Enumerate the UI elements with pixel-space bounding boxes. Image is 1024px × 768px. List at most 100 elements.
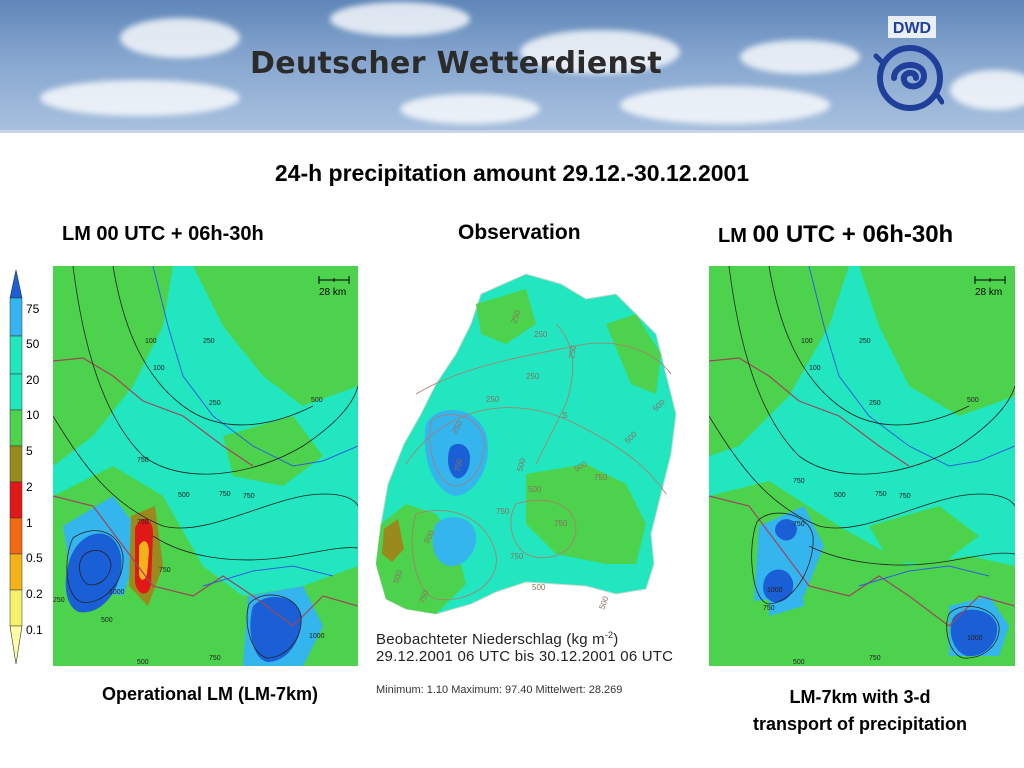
obs-contour-label: 750: [417, 589, 430, 605]
contour-label: 100: [145, 338, 157, 345]
obs-contour-label: 750: [453, 457, 464, 472]
legend-bottom-arrow: [9, 625, 23, 665]
obs-contour-label: 250: [509, 309, 522, 325]
contour-line: [79, 550, 112, 586]
river: [808, 266, 1015, 587]
contour-label: 500: [178, 492, 190, 499]
scale-bar-label: 28 km: [319, 287, 346, 298]
obs-contour-label: 500: [528, 485, 542, 494]
obs-contour: [411, 510, 497, 601]
green-area: [859, 266, 1015, 416]
contour-line: [946, 606, 1000, 659]
contour-label: 750: [793, 521, 805, 528]
blue-area: [65, 533, 122, 613]
legend-swatch-0-2: [9, 589, 23, 627]
legend-label-5: 5: [26, 444, 33, 458]
legend-swatch-5: [9, 445, 23, 483]
brown-area: [382, 519, 404, 562]
obs-contour-label: 500: [597, 595, 610, 611]
country-border: [53, 357, 358, 627]
contour-label: 250: [53, 597, 65, 604]
contour-label: 250: [209, 400, 221, 407]
obs-contour: [535, 323, 573, 465]
contour-line: [751, 512, 814, 605]
obs-contour-label: 500: [391, 569, 404, 585]
contour-label: 250: [869, 400, 881, 407]
obs-contour-label: S: [562, 411, 567, 420]
contour-line: [728, 266, 1015, 475]
contour-label: 750: [137, 519, 149, 526]
contour-label: 750: [243, 493, 255, 500]
obs-contour: [429, 414, 485, 487]
green-area: [53, 266, 173, 466]
obs-contour-label: 750: [510, 552, 524, 561]
blue-area: [250, 596, 302, 662]
blue-area: [950, 609, 998, 657]
green-area: [709, 266, 849, 456]
legend-swatch-0-5: [9, 553, 23, 591]
right-forecast-map: 28 km 100 100 250 250 500 750 500 750 75…: [709, 266, 1015, 666]
obs-contour-label: 750: [496, 507, 510, 516]
contour-line: [709, 415, 1015, 529]
contour-label: 750: [763, 605, 775, 612]
obs-contour-label: 250: [534, 330, 548, 339]
obs-contour-label: 500: [532, 583, 546, 592]
contour-line: [112, 266, 314, 426]
contour-label: 250: [203, 338, 215, 345]
obs-contour-label: 500: [515, 457, 527, 473]
precipitation-legend: [9, 269, 23, 665]
river: [152, 266, 358, 587]
contour-line: [808, 545, 1015, 566]
legend-top-arrow: [9, 269, 23, 299]
left-panel-title: LM 00 UTC + 06h-30h: [62, 223, 264, 245]
contour-label: 750: [875, 491, 887, 498]
contour-label: 250: [859, 338, 871, 345]
obs-contour: [510, 499, 577, 559]
observation-panel-title: Observation: [458, 221, 581, 244]
org-title: Deutscher Wetterdienst: [250, 46, 662, 81]
right-caption-line1: LM-7km with 3-d: [789, 687, 931, 707]
blue-area: [448, 443, 470, 479]
contour-label: 1000: [767, 587, 783, 594]
obs-contour-label: 250: [486, 395, 500, 404]
obs-contour: [415, 342, 672, 395]
observation-map: 250 250 250 250 250 250 500 500 500 500 …: [376, 264, 701, 624]
right-title-period: 00 UTC + 06h-30h: [752, 221, 954, 248]
contour-label: 750: [209, 655, 221, 662]
contour-line: [66, 530, 124, 603]
legend-label-0-5: 0.5: [26, 551, 43, 565]
dwd-logo: DWD: [873, 16, 944, 111]
contour-line: [152, 535, 358, 561]
legend-swatch-50: [9, 335, 23, 375]
legend-label-2: 2: [26, 480, 33, 494]
contour-label: 750: [137, 457, 149, 464]
legend-label-75: 75: [26, 302, 40, 316]
contour-label: 100: [801, 338, 813, 345]
legend-swatch-20: [9, 373, 23, 411]
header-banner: Deutscher Wetterdienst DWD: [0, 0, 1024, 130]
contour-label: 750: [869, 655, 881, 662]
observation-caption-line2: 29.12.2001 06 UTC bis 30.12.2001 06 UTC: [376, 648, 674, 665]
contour-line: [53, 415, 358, 529]
obs-contour-label: 750: [594, 473, 608, 482]
blue-area: [763, 569, 794, 603]
contour-label: 100: [153, 365, 165, 372]
legend-label-20: 20: [26, 373, 40, 387]
contour-label: 500: [967, 397, 979, 404]
legend-swatch-1: [9, 517, 23, 555]
contour-label: 500: [793, 659, 805, 666]
observation-caption: Beobachteter Niederschlag (kg m-2) 29.12…: [376, 630, 706, 665]
header-divider: [0, 130, 1024, 133]
observation-caption-line1: Beobachteter Niederschlag (kg m-2): [376, 630, 619, 648]
cyan-area: [432, 517, 477, 567]
right-caption-line2: transport of precipitation: [752, 714, 967, 734]
contour-line: [768, 266, 970, 426]
scale-bar-label: 28 km: [975, 287, 1002, 298]
contour-label: 1000: [309, 633, 325, 640]
obs-contour-label: 250: [567, 344, 578, 359]
obs-contour-label: 250: [526, 372, 540, 381]
contour-label: 100: [809, 365, 821, 372]
logo-text: DWD: [893, 20, 931, 37]
legend-label-10: 10: [26, 408, 40, 422]
green-area: [476, 289, 536, 344]
